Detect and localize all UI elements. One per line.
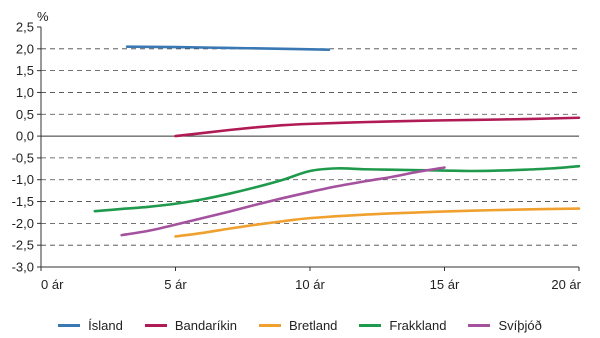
legend: Ísland Bandaríkin Bretland Frakkland Svíþjóð — [0, 314, 600, 336]
x-tick-label: 15 ár — [430, 277, 460, 292]
legend-swatch — [258, 323, 281, 327]
series-line-frakkland — [93, 164, 581, 213]
legend-item-bretland: Bretland — [258, 317, 338, 333]
legend-item-i-sland: Ísland — [58, 318, 123, 333]
gridlines — [40, 27, 579, 268]
y-tick-label: 1,0 — [16, 85, 34, 100]
x-tick-labels: 0 ár 5 ár 10 ár 15 ár 20 ár — [40, 267, 582, 292]
legend-swatch — [58, 323, 81, 327]
legend-item-bandari-kin: Bandaríkin — [144, 317, 237, 333]
x-tick-label: 5 ár — [164, 277, 187, 292]
legend-label: Bandaríkin — [174, 317, 237, 333]
legend-swatch — [468, 323, 491, 327]
legend-swatch — [359, 323, 382, 327]
y-tick-label: -2,0 — [12, 216, 34, 231]
y-tick-label: 1,5 — [16, 63, 34, 78]
legend-item-frakkland: Frakkland — [359, 318, 446, 333]
y-tick-label: -0,5 — [12, 150, 34, 165]
y-tick-label: 2,5 — [16, 20, 34, 35]
y-tick-label: -2,5 — [12, 238, 34, 253]
y-tick-label: -3,0 — [12, 260, 34, 275]
y-tick-label: -1,5 — [12, 194, 34, 209]
x-tick-label: 0 ár — [41, 277, 64, 292]
legend-label: Ísland — [88, 317, 123, 333]
y-tick-label: 0,5 — [16, 107, 34, 122]
legend-item-svi-jo-: Svíþjóð — [468, 317, 542, 333]
y-tick-label: 2,0 — [16, 41, 34, 56]
x-tick-label: 10 ár — [295, 277, 325, 292]
series-line-bretland — [174, 207, 581, 238]
series-line-bandari-kin — [174, 116, 581, 138]
x-tick-label: 20 ár — [551, 277, 581, 292]
chart: % 2,5 2,0 1,5 1,0 0,5 0,0 -0,5 -1,0 -1,5 -2,0 -2,5… — [12, 9, 582, 292]
y-axis-unit-label: % — [37, 9, 49, 24]
series-lines — [93, 45, 581, 238]
y-tick-labels: 2,5 2,0 1,5 1,0 0,5 0,0 -0,5 -1,0 -1,5 -2,0 -2,5 -3… — [12, 20, 41, 275]
legend-label: Frakkland — [389, 317, 447, 333]
legend-label: Bretland — [288, 317, 338, 333]
legend-swatch — [144, 323, 167, 327]
series-line-svi-jo- — [120, 166, 446, 237]
y-tick-label: 0,0 — [16, 129, 34, 144]
legend-label: Svíþjóð — [498, 317, 542, 333]
y-tick-label: -1,0 — [12, 172, 34, 187]
series-line-i-sland — [125, 45, 331, 51]
